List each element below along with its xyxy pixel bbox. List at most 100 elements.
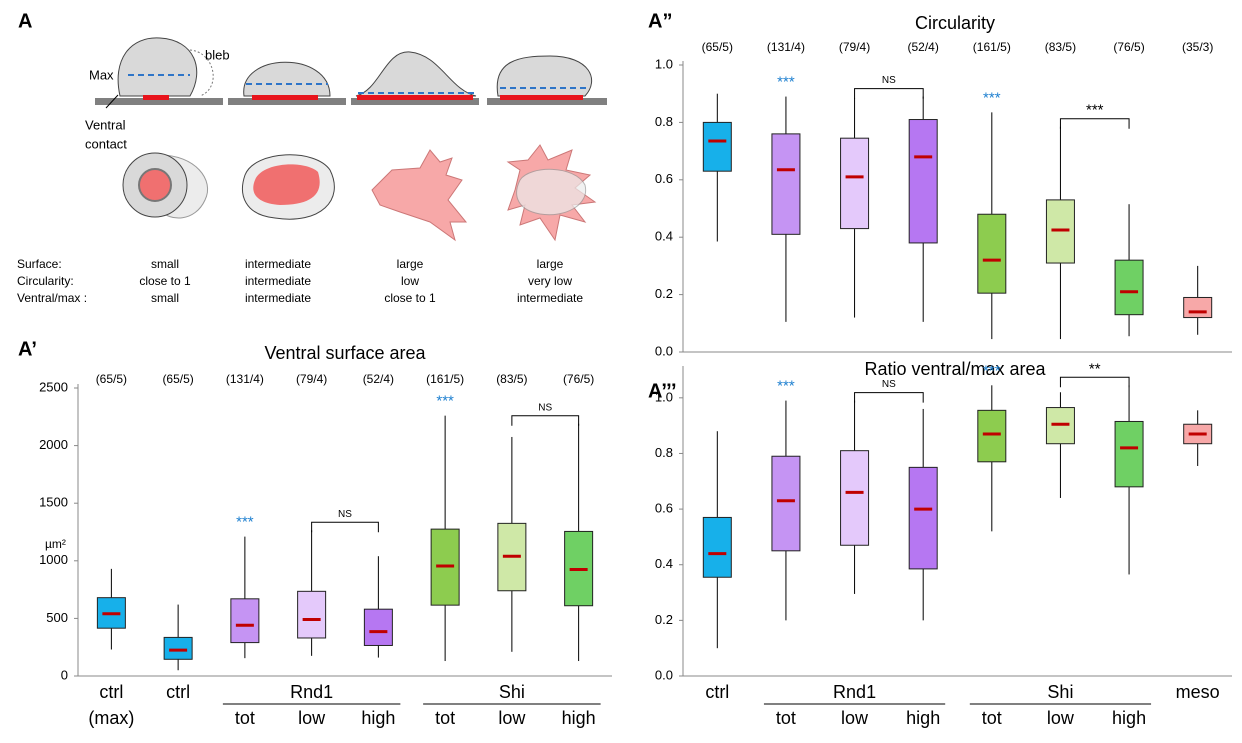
y-tick-label: 1.0 bbox=[655, 56, 673, 71]
n-label: (76/5) bbox=[1113, 40, 1144, 54]
contact-label: Ventral bbox=[85, 117, 126, 132]
group-label: Rnd1 bbox=[833, 682, 876, 702]
y-axis-label: µm² bbox=[45, 537, 66, 551]
y-tick-label: 0.4 bbox=[655, 229, 673, 244]
panel-label: A’’’ bbox=[648, 380, 677, 402]
box bbox=[702, 121, 732, 172]
y-tick-label: 1000 bbox=[39, 552, 68, 567]
box bbox=[230, 598, 260, 644]
y-tick-label: 1500 bbox=[39, 495, 68, 510]
row-value: small bbox=[151, 291, 179, 305]
bracket-label: ** bbox=[1089, 360, 1101, 377]
y-tick-label: 0.2 bbox=[655, 612, 673, 627]
bracket-label: NS bbox=[882, 379, 896, 390]
box bbox=[908, 119, 938, 244]
row-value: intermediate bbox=[245, 274, 311, 288]
n-label: (65/5) bbox=[162, 372, 193, 386]
box bbox=[297, 590, 327, 639]
chart-title: Ventral surface area bbox=[264, 343, 426, 363]
box bbox=[977, 213, 1007, 294]
box bbox=[1114, 420, 1144, 488]
x-tick-label: low bbox=[298, 708, 326, 728]
bracket-label: NS bbox=[538, 402, 552, 413]
group-label: Shi bbox=[499, 682, 525, 702]
y-tick-label: 0.6 bbox=[655, 501, 673, 516]
contact-label: contact bbox=[85, 136, 127, 151]
row-value: intermediate bbox=[245, 291, 311, 305]
row-value: very low bbox=[528, 274, 572, 288]
y-tick-label: 0.0 bbox=[655, 667, 673, 682]
box bbox=[977, 409, 1007, 463]
y-tick-label: 0.4 bbox=[655, 556, 673, 571]
x-tick-label: high bbox=[906, 708, 940, 728]
significance-star: *** bbox=[777, 378, 795, 395]
x-tick-label: high bbox=[562, 708, 596, 728]
y-tick-label: 0 bbox=[61, 667, 68, 682]
n-label: (79/4) bbox=[296, 372, 327, 386]
row-value: close to 1 bbox=[139, 274, 191, 288]
n-label: (76/5) bbox=[563, 372, 594, 386]
bracket-label: *** bbox=[1086, 102, 1104, 119]
bleb-label: bleb bbox=[205, 47, 230, 62]
x-tick-label: ctrl bbox=[99, 682, 123, 702]
row-value: low bbox=[401, 274, 419, 288]
box bbox=[771, 455, 801, 552]
significance-bracket bbox=[854, 392, 924, 403]
significance-bracket bbox=[311, 521, 379, 533]
n-label: (161/5) bbox=[426, 372, 464, 386]
x-tick-label: low bbox=[498, 708, 526, 728]
panel-label: A bbox=[18, 10, 32, 32]
n-label: (52/4) bbox=[363, 372, 394, 386]
n-label: (65/5) bbox=[96, 372, 127, 386]
box bbox=[771, 133, 801, 235]
n-label: (131/4) bbox=[767, 40, 805, 54]
n-label: (83/5) bbox=[496, 372, 527, 386]
y-tick-label: 0.8 bbox=[655, 114, 673, 129]
x-tick-label: (max) bbox=[88, 708, 134, 728]
chart-title: Ratio ventral/max area bbox=[864, 359, 1046, 379]
row-label: Circularity: bbox=[17, 274, 74, 288]
y-tick-label: 2000 bbox=[39, 437, 68, 452]
significance-star: *** bbox=[436, 393, 454, 410]
row-value: large bbox=[537, 257, 564, 271]
n-label: (65/5) bbox=[702, 40, 733, 54]
y-tick-label: 0.6 bbox=[655, 171, 673, 186]
box bbox=[1114, 259, 1144, 316]
box bbox=[163, 636, 193, 660]
significance-star: *** bbox=[777, 74, 795, 91]
x-tick-label: tot bbox=[235, 708, 255, 728]
panel-label: A” bbox=[648, 10, 672, 32]
x-tick-label: ctrl bbox=[166, 682, 190, 702]
n-label: (161/5) bbox=[973, 40, 1011, 54]
row-label: Ventral/max : bbox=[17, 291, 87, 305]
box bbox=[363, 608, 393, 646]
n-label: (35/3) bbox=[1182, 40, 1213, 54]
significance-bracket bbox=[854, 88, 924, 99]
significance-star: *** bbox=[983, 362, 1001, 379]
significance-bracket bbox=[1059, 376, 1130, 388]
panel-label: A’ bbox=[18, 338, 37, 360]
n-label: (52/4) bbox=[908, 40, 939, 54]
x-tick-label: high bbox=[1112, 708, 1146, 728]
x-tick-label: tot bbox=[776, 708, 796, 728]
y-tick-label: 1.0 bbox=[655, 389, 673, 404]
y-tick-label: 0.2 bbox=[655, 286, 673, 301]
significance-star: *** bbox=[983, 89, 1001, 106]
box bbox=[702, 516, 732, 578]
x-tick-label: low bbox=[841, 708, 869, 728]
x-tick-label: tot bbox=[982, 708, 1002, 728]
significance-star: *** bbox=[236, 514, 254, 531]
row-value: intermediate bbox=[517, 291, 583, 305]
bracket-label: NS bbox=[882, 75, 896, 86]
x-tick-label: meso bbox=[1176, 682, 1220, 702]
row-value: close to 1 bbox=[384, 291, 436, 305]
x-tick-label: ctrl bbox=[705, 682, 729, 702]
y-tick-label: 2500 bbox=[39, 379, 68, 394]
diagram-shapes bbox=[95, 37, 607, 242]
significance-bracket bbox=[511, 415, 580, 426]
x-tick-label: high bbox=[361, 708, 395, 728]
box bbox=[908, 466, 938, 570]
row-label: Surface: bbox=[17, 257, 62, 271]
box bbox=[840, 450, 870, 546]
bracket-label: NS bbox=[338, 509, 352, 520]
